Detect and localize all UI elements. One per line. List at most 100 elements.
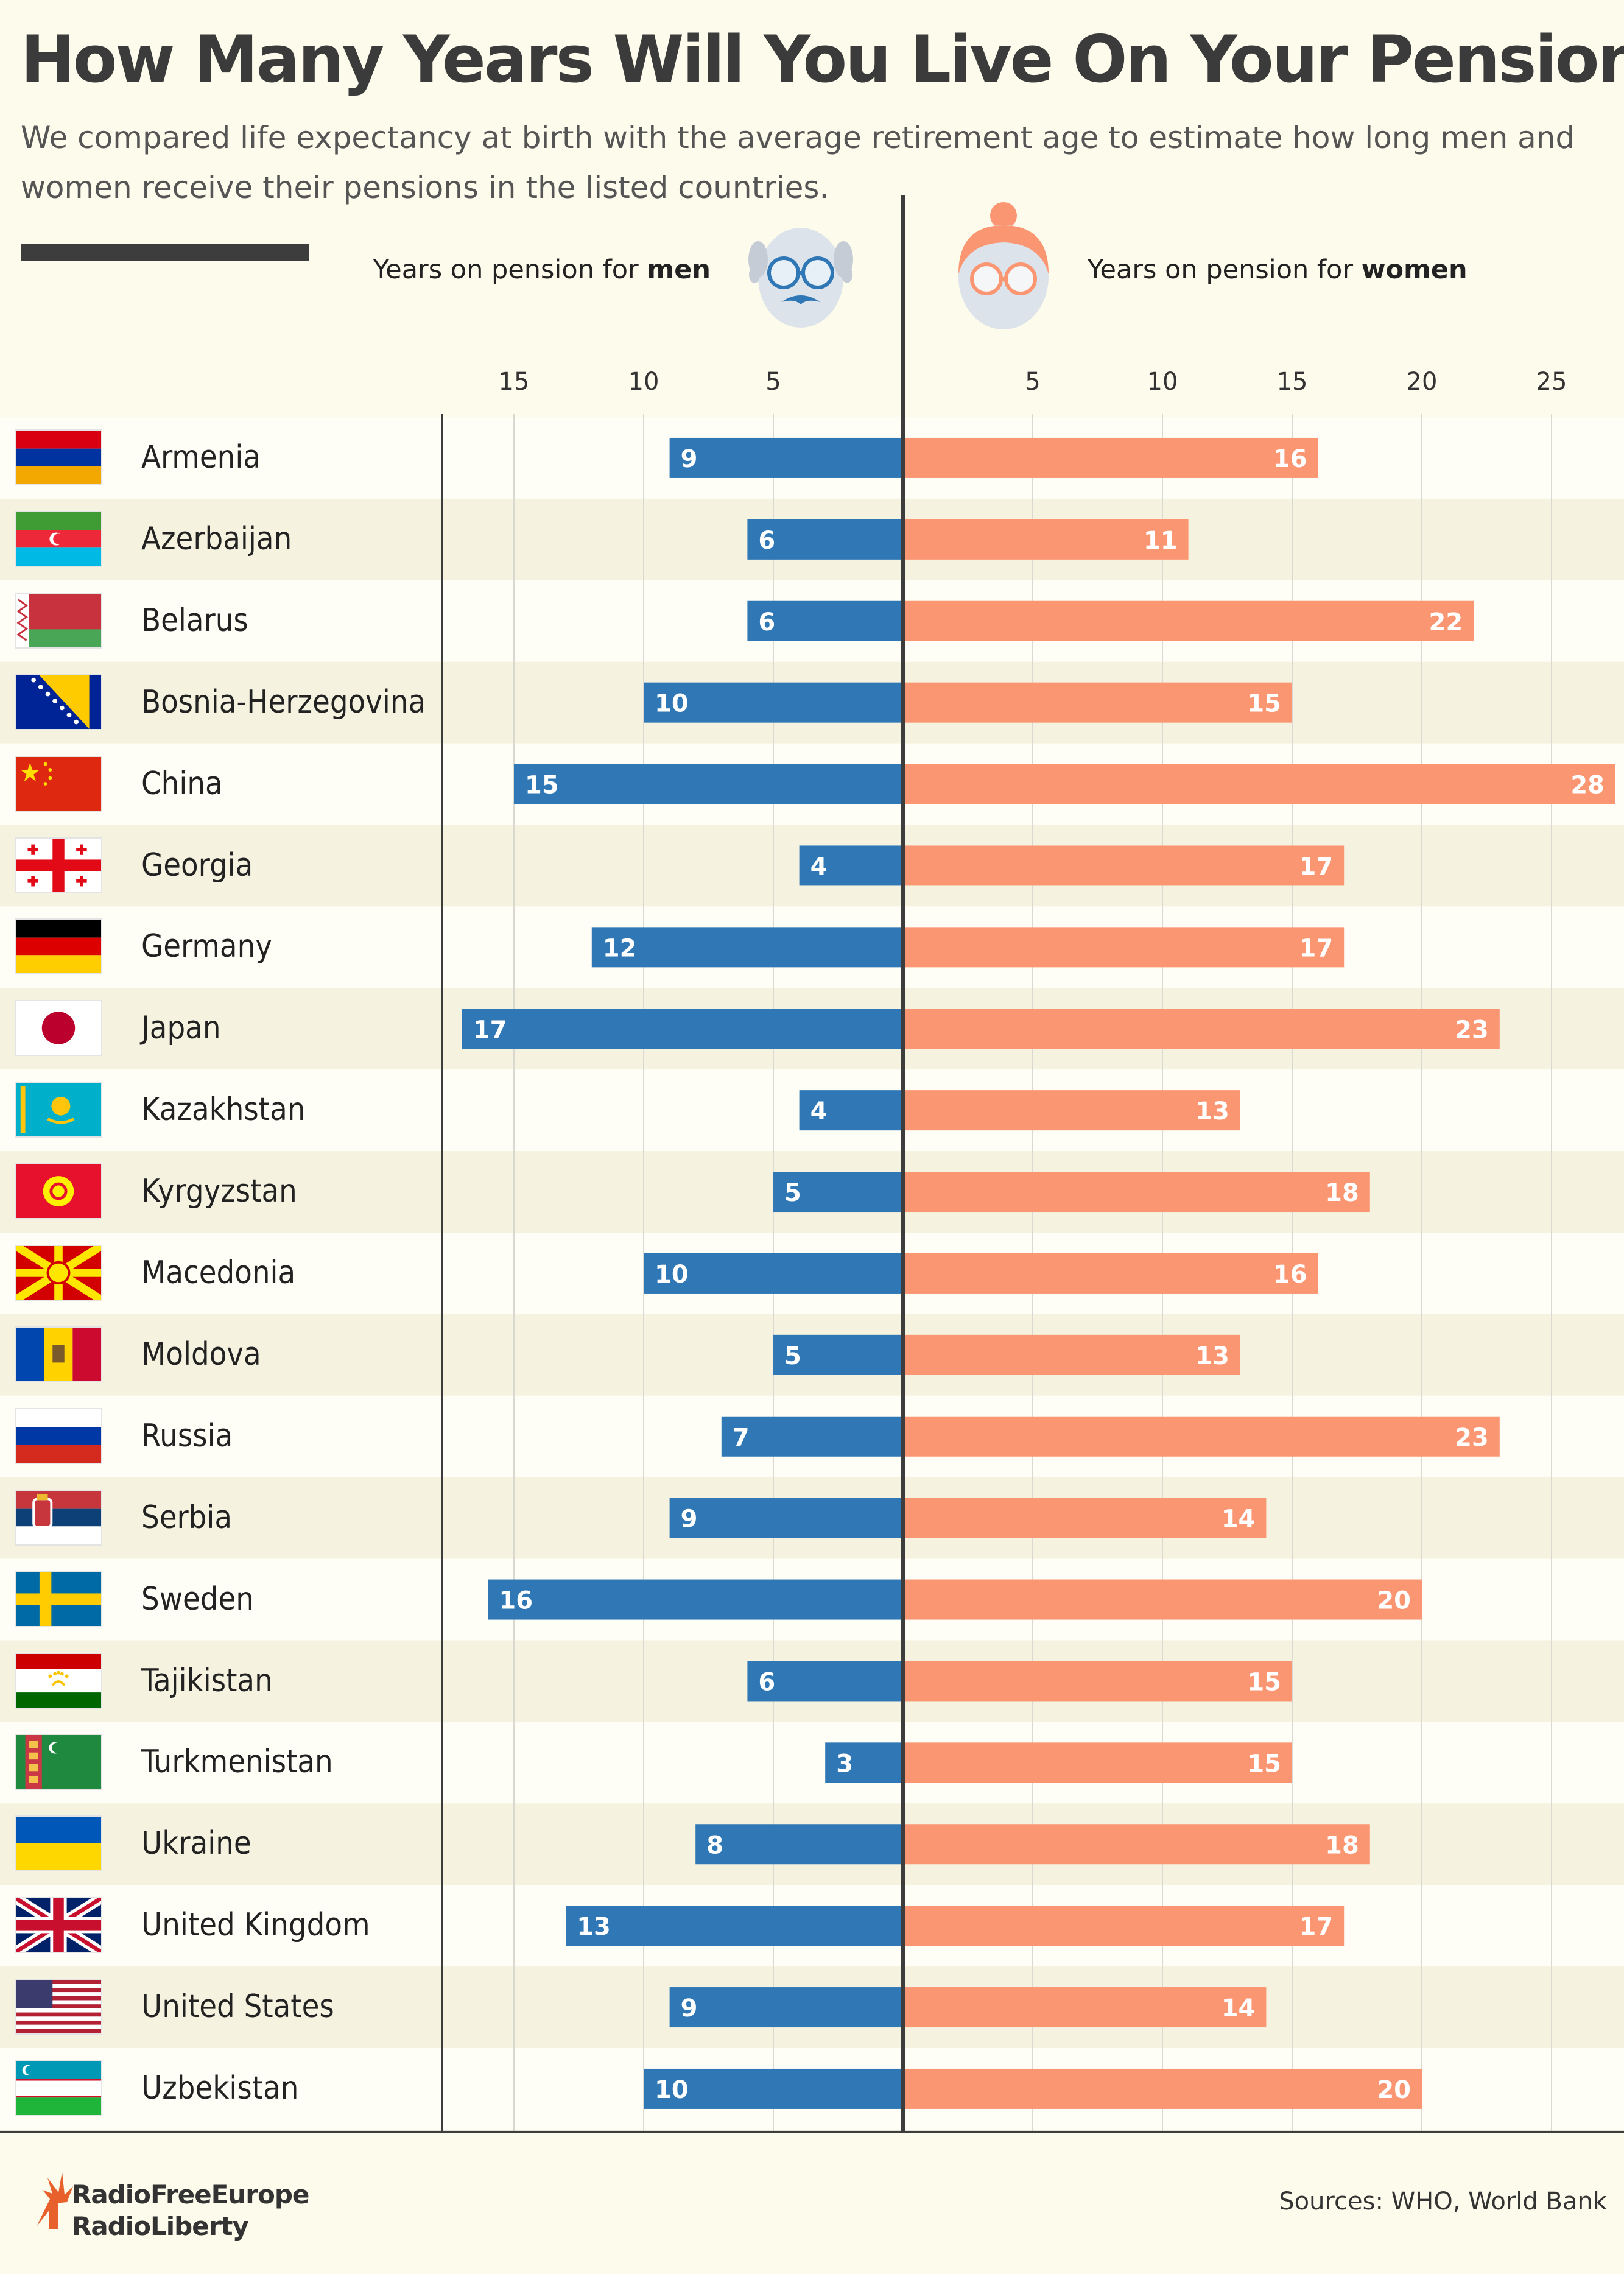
men-series-label: Years on pension for men xyxy=(373,255,711,285)
old-man-icon xyxy=(748,228,853,328)
bar-men xyxy=(799,1090,903,1131)
country-label: Armenia xyxy=(141,439,261,476)
bar-men xyxy=(721,1416,903,1457)
bar-label-women: 17 xyxy=(1299,853,1334,881)
bar-label-women: 17 xyxy=(1299,1913,1334,1941)
bar-label-men: 15 xyxy=(525,772,559,800)
bar-men xyxy=(773,1172,903,1213)
bar-label-men: 9 xyxy=(681,1505,698,1533)
sweden-flag-icon xyxy=(15,1571,102,1627)
bar-women xyxy=(903,927,1345,968)
russia-flag-icon xyxy=(15,1407,102,1464)
bar-men xyxy=(747,519,903,560)
country-label: China xyxy=(141,765,223,802)
bar-men xyxy=(566,1906,903,1946)
azerbaijan-flag-icon xyxy=(15,510,102,567)
bar-label-women: 15 xyxy=(1247,1668,1281,1696)
tick-label-women: 10 xyxy=(1147,368,1178,396)
country-label: Macedonia xyxy=(141,1255,296,1291)
tajikistan-flag-icon xyxy=(15,1652,102,1709)
bar-women xyxy=(903,682,1292,723)
bar-women xyxy=(903,1579,1422,1620)
kazakhstan-flag-icon xyxy=(15,1082,102,1138)
bar-label-men: 6 xyxy=(758,1668,775,1696)
tick-label-men: 10 xyxy=(628,368,659,396)
country-label: Moldova xyxy=(141,1336,261,1373)
country-label: Azerbaijan xyxy=(141,520,292,557)
bar-women xyxy=(903,764,1615,804)
title-rule xyxy=(21,244,309,261)
country-label: Sweden xyxy=(141,1580,254,1617)
bar-label-women: 16 xyxy=(1273,1261,1307,1289)
tick-label-women: 5 xyxy=(1025,368,1040,396)
country-label: Kazakhstan xyxy=(141,1091,306,1128)
bar-men xyxy=(462,1009,903,1049)
bar-label-women: 13 xyxy=(1195,1097,1229,1125)
bar-label-women: 28 xyxy=(1570,772,1605,800)
bar-label-women: 18 xyxy=(1325,1831,1359,1859)
bar-women xyxy=(903,1661,1292,1702)
bar-label-men: 9 xyxy=(681,1994,698,2022)
bar-women xyxy=(903,519,1189,560)
china-flag-icon xyxy=(15,755,102,812)
bar-label-women: 14 xyxy=(1222,1505,1256,1533)
bar-label-women: 23 xyxy=(1455,1424,1489,1452)
bar-men xyxy=(747,600,903,641)
country-label: Ukraine xyxy=(141,1825,251,1862)
bar-women xyxy=(903,1987,1267,2028)
united-kingdom-flag-icon xyxy=(15,1897,102,1954)
bar-label-women: 15 xyxy=(1247,690,1281,718)
bar-label-women: 17 xyxy=(1299,934,1334,962)
germany-flag-icon xyxy=(15,918,102,975)
bar-women xyxy=(903,437,1318,478)
bar-label-men: 9 xyxy=(681,445,698,473)
bar-men xyxy=(669,1498,903,1538)
bar-label-women: 15 xyxy=(1247,1750,1281,1778)
uzbekistan-flag-icon xyxy=(15,2060,102,2116)
kyrgyzstan-flag-icon xyxy=(15,1163,102,1220)
bar-label-women: 13 xyxy=(1195,1342,1229,1370)
bar-men xyxy=(773,1334,903,1375)
country-label: Tajikistan xyxy=(141,1662,273,1699)
bar-women xyxy=(903,845,1345,886)
armenia-flag-icon xyxy=(15,429,102,485)
bar-label-men: 16 xyxy=(499,1587,533,1615)
bar-label-men: 6 xyxy=(758,527,775,555)
bar-women xyxy=(903,2068,1422,2109)
sources-note: Sources: WHO, World Bank xyxy=(1279,2188,1607,2216)
country-label: Belarus xyxy=(141,602,248,639)
old-woman-icon xyxy=(958,202,1049,329)
bar-men xyxy=(591,927,903,968)
ukraine-flag-icon xyxy=(15,1815,102,1872)
country-label: Japan xyxy=(141,1010,221,1047)
moldova-flag-icon xyxy=(15,1326,102,1382)
bar-men xyxy=(644,682,903,723)
bar-men xyxy=(747,1661,903,1702)
bar-label-men: 6 xyxy=(758,608,775,636)
rferl-logo xyxy=(37,2172,73,2229)
bar-label-men: 8 xyxy=(706,1831,723,1859)
bar-label-women: 20 xyxy=(1377,2076,1411,2104)
bar-men xyxy=(669,437,903,478)
bar-women xyxy=(903,1172,1370,1213)
bar-label-men: 4 xyxy=(810,853,828,881)
bar-label-men: 4 xyxy=(810,1097,828,1125)
bar-women xyxy=(903,1090,1240,1131)
bar-label-men: 10 xyxy=(655,1261,689,1289)
country-label: Kyrgyzstan xyxy=(141,1173,297,1210)
bar-men xyxy=(644,2068,903,2109)
subtitle: We compared life expectancy at birth wit… xyxy=(21,120,1575,205)
country-label: Uzbekistan xyxy=(141,2070,299,2107)
bar-label-men: 5 xyxy=(784,1342,801,1370)
country-label: United States xyxy=(141,1988,334,2026)
tick-label-women: 25 xyxy=(1536,368,1567,396)
country-label: Serbia xyxy=(141,1499,233,1536)
country-label: United Kingdom xyxy=(141,1907,370,1944)
japan-flag-icon xyxy=(15,1000,102,1057)
page-title: How Many Years Will You Live On Your Pen… xyxy=(21,22,1624,97)
tick-label-men: 5 xyxy=(765,368,781,396)
united-states-flag-icon xyxy=(15,1979,102,2035)
women-series-label: Years on pension for women xyxy=(1088,255,1468,285)
country-label: Germany xyxy=(141,928,272,965)
rferl-logo-text: RadioFreeEurope RadioLiberty xyxy=(72,2179,309,2242)
